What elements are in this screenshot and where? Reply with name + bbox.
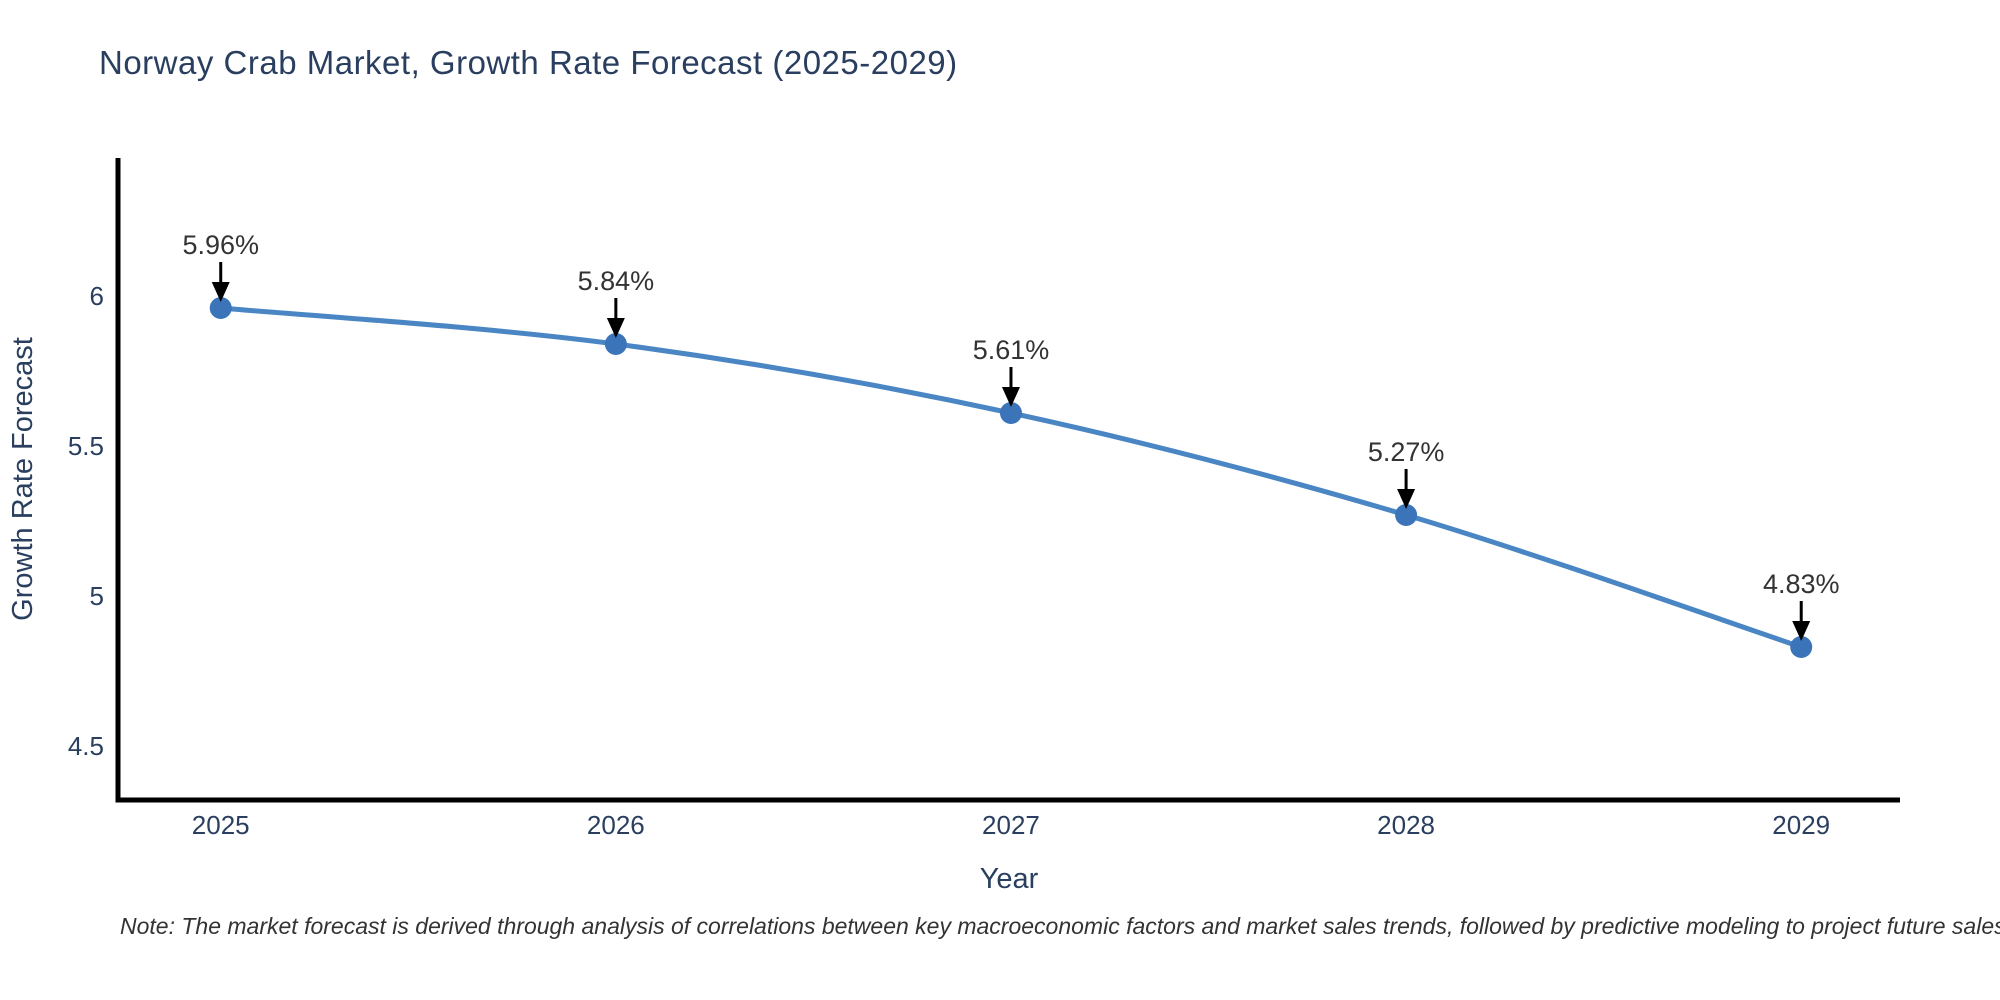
data-point[interactable] [999, 402, 1022, 424]
y-tick-label: 5 [90, 581, 104, 611]
data-point[interactable] [1790, 636, 1813, 658]
annotation-arrowhead [1792, 621, 1811, 641]
x-tick-label: 2025 [192, 810, 250, 840]
point-annotation: 5.84% [578, 266, 655, 296]
x-tick-label: 2029 [1772, 810, 1830, 840]
x-axis-title: Year [980, 863, 1039, 895]
x-tick-label: 2028 [1377, 810, 1435, 840]
x-tick-label: 2027 [982, 810, 1040, 840]
data-point[interactable] [1395, 504, 1418, 526]
point-annotation: 5.96% [182, 230, 259, 260]
y-tick-label: 5.5 [68, 431, 104, 461]
annotation-arrowhead [606, 318, 625, 338]
chart-title: Norway Crab Market, Growth Rate Forecast… [99, 44, 958, 81]
y-tick-label: 6 [90, 281, 104, 311]
data-point[interactable] [209, 297, 232, 319]
y-axis-title: Growth Rate Forecast [7, 337, 39, 621]
annotation-arrowhead [1397, 489, 1416, 509]
chart-note: Note: The market forecast is derived thr… [120, 913, 2000, 939]
annotation-arrowhead [211, 282, 230, 302]
annotation-arrowhead [1001, 387, 1020, 407]
y-tick-label: 4.5 [68, 731, 104, 761]
x-tick-label: 2026 [587, 810, 645, 840]
point-annotation: 4.83% [1763, 569, 1840, 599]
data-point[interactable] [604, 333, 627, 355]
point-annotation: 5.61% [973, 335, 1050, 365]
point-annotation: 5.27% [1368, 437, 1445, 467]
